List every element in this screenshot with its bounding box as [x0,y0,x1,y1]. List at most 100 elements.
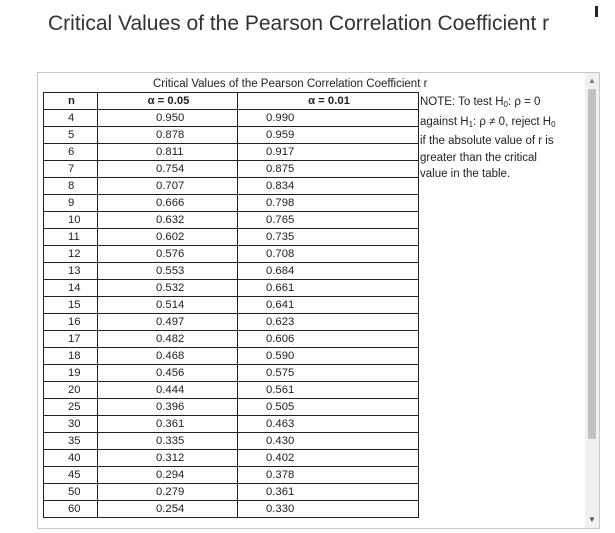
row-alpha-001-cell: 0.661 [237,279,419,297]
row-alpha-001-cell: 0.463 [237,415,419,433]
header-n: n [43,92,98,110]
table-row: 11 0.602 0.735 [43,228,419,246]
table-row: 25 0.396 0.505 [43,398,419,416]
note-line-3: if the absolute value of r is [420,135,554,148]
table-row: 50 0.279 0.361 [43,483,419,501]
row-n-cell: 50 [43,483,98,501]
row-alpha-005-cell: 0.514 [97,296,238,314]
table-row: 6 0.811 0.917 [43,143,419,161]
row-n-cell: 25 [43,398,98,416]
note-line-1: NOTE: To test H0: ρ = 0 [420,96,541,109]
scroll-up-arrow-icon[interactable]: ▲ [588,76,596,85]
row-alpha-001-cell: 0.590 [237,347,419,365]
table-row: 14 0.532 0.661 [43,279,419,297]
table-row: 7 0.754 0.875 [43,160,419,178]
row-alpha-001-cell: 0.505 [237,398,419,416]
row-n-cell: 7 [43,160,98,178]
row-alpha-001-cell: 0.765 [237,211,419,229]
table-row: 40 0.312 0.402 [43,449,419,467]
note-line-5: value in the table. [420,168,511,181]
table-row: 13 0.553 0.684 [43,262,419,280]
row-n-cell: 20 [43,381,98,399]
top-edge-mark [595,6,598,17]
row-n-cell: 35 [43,432,98,450]
row-alpha-001-cell: 0.708 [237,245,419,263]
note-line-2: against H1: ρ ≠ 0, reject H0 [420,115,556,129]
row-n-cell: 9 [43,194,98,212]
row-alpha-001-cell: 0.990 [237,109,419,127]
table-row: 9 0.666 0.798 [43,194,419,212]
vertical-scrollbar[interactable]: ▲ ▼ [585,73,599,528]
scrollbar-thumb[interactable] [588,89,596,439]
note-text: NOTE: To test H0: ρ = 0 against H1: ρ ≠ … [420,94,580,183]
row-n-cell: 8 [43,177,98,195]
row-alpha-005-cell: 0.754 [97,160,238,178]
row-alpha-005-cell: 0.632 [97,211,238,229]
row-n-cell: 10 [43,211,98,229]
row-n-cell: 18 [43,347,98,365]
row-alpha-005-cell: 0.312 [97,449,238,467]
row-alpha-005-cell: 0.335 [97,432,238,450]
table-row: 20 0.444 0.561 [43,381,419,399]
row-alpha-005-cell: 0.532 [97,279,238,297]
table-header-row: n α = 0.05 α = 0.01 [43,92,419,110]
table-row: 45 0.294 0.378 [43,466,419,484]
row-n-cell: 6 [43,143,98,161]
row-n-cell: 13 [43,262,98,280]
row-alpha-005-cell: 0.576 [97,245,238,263]
row-alpha-005-cell: 0.361 [97,415,238,433]
scroll-down-arrow-icon[interactable]: ▼ [588,515,596,524]
row-alpha-005-cell: 0.444 [97,381,238,399]
row-alpha-005-cell: 0.396 [97,398,238,416]
row-alpha-001-cell: 0.378 [237,466,419,484]
table-row: 19 0.456 0.575 [43,364,419,382]
row-n-cell: 40 [43,449,98,467]
row-alpha-005-cell: 0.482 [97,330,238,348]
row-alpha-001-cell: 0.917 [237,143,419,161]
row-alpha-001-cell: 0.798 [237,194,419,212]
row-alpha-005-cell: 0.468 [97,347,238,365]
table-row: 35 0.335 0.430 [43,432,419,450]
row-alpha-001-cell: 0.361 [237,483,419,501]
row-alpha-001-cell: 0.684 [237,262,419,280]
row-n-cell: 16 [43,313,98,331]
row-n-cell: 60 [43,500,98,518]
row-alpha-001-cell: 0.330 [237,500,419,518]
row-n-cell: 17 [43,330,98,348]
row-n-cell: 30 [43,415,98,433]
row-n-cell: 11 [43,228,98,246]
row-alpha-005-cell: 0.254 [97,500,238,518]
row-alpha-005-cell: 0.456 [97,364,238,382]
table-body: 4 0.950 0.990 5 0.878 0.959 6 0.811 0.917 7 0.754 0… [43,109,419,518]
row-alpha-001-cell: 0.402 [237,449,419,467]
row-alpha-005-cell: 0.294 [97,466,238,484]
table-caption: Critical Values of the Pearson Correlati… [153,78,428,90]
row-n-cell: 4 [43,109,98,127]
row-alpha-005-cell: 0.602 [97,228,238,246]
row-n-cell: 14 [43,279,98,297]
row-alpha-005-cell: 0.878 [97,126,238,144]
table-row: 10 0.632 0.765 [43,211,419,229]
row-alpha-001-cell: 0.430 [237,432,419,450]
row-alpha-001-cell: 0.575 [237,364,419,382]
row-alpha-001-cell: 0.959 [237,126,419,144]
table-row: 16 0.497 0.623 [43,313,419,331]
table-row: 5 0.878 0.959 [43,126,419,144]
row-alpha-001-cell: 0.641 [237,296,419,314]
note-line-4: greater than the critical [420,151,537,164]
row-alpha-001-cell: 0.561 [237,381,419,399]
row-alpha-001-cell: 0.606 [237,330,419,348]
row-alpha-001-cell: 0.834 [237,177,419,195]
row-alpha-005-cell: 0.553 [97,262,238,280]
row-n-cell: 5 [43,126,98,144]
header-alpha-005: α = 0.05 [97,92,238,110]
row-alpha-001-cell: 0.735 [237,228,419,246]
row-alpha-001-cell: 0.875 [237,160,419,178]
table-row: 60 0.254 0.330 [43,500,419,518]
page-title: Critical Values of the Pearson Correlati… [48,12,550,35]
row-alpha-005-cell: 0.279 [97,483,238,501]
row-alpha-005-cell: 0.497 [97,313,238,331]
row-alpha-001-cell: 0.623 [237,313,419,331]
row-n-cell: 45 [43,466,98,484]
table-viewer[interactable]: Critical Values of the Pearson Correlati… [37,72,600,529]
